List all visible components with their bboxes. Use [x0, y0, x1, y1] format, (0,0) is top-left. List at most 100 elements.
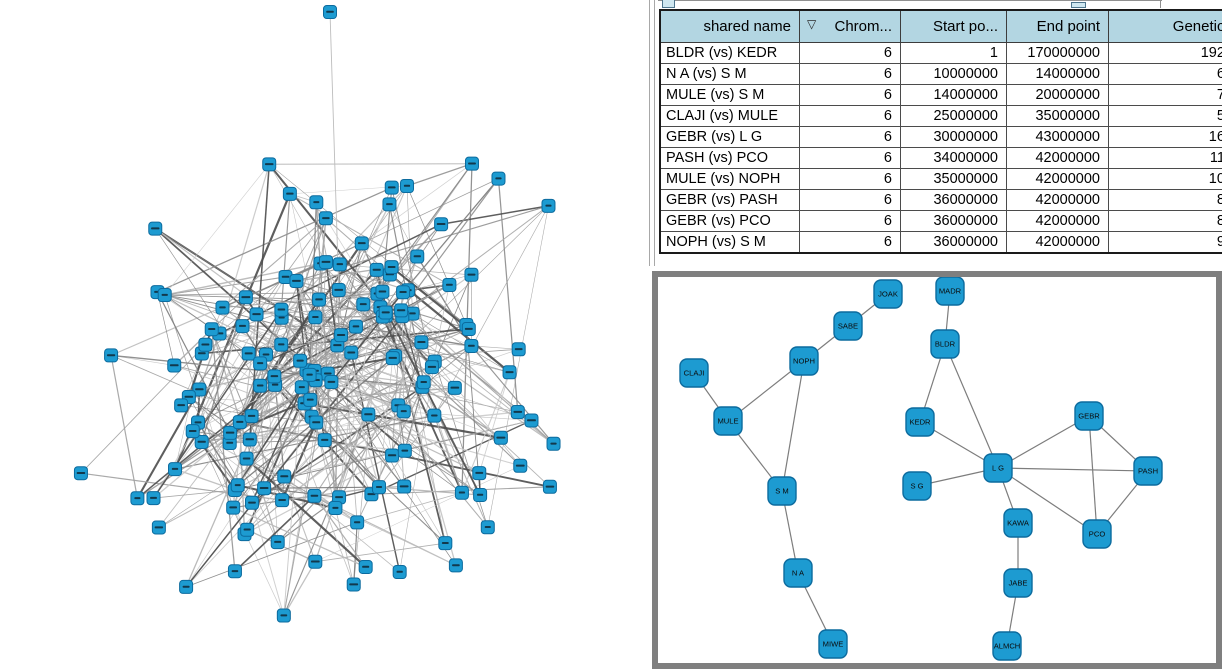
network-node[interactable]	[542, 479, 557, 494]
network-node[interactable]	[461, 322, 476, 337]
table-cell[interactable]: 6	[799, 147, 901, 169]
table-cell[interactable]: 192.0	[1108, 42, 1222, 64]
network-node[interactable]	[546, 436, 561, 451]
network-node[interactable]	[328, 501, 343, 516]
network-node[interactable]	[235, 319, 250, 334]
network-node[interactable]	[270, 535, 285, 550]
network-node[interactable]	[239, 451, 254, 466]
main-network-view[interactable]	[0, 0, 648, 669]
subnetwork-node[interactable]: JOAK	[873, 279, 903, 309]
table-cell[interactable]: 36000000	[900, 189, 1007, 211]
network-node[interactable]	[332, 257, 347, 272]
network-node[interactable]	[289, 274, 304, 289]
table-cell[interactable]: BLDR (vs) KEDR	[659, 42, 800, 64]
network-node[interactable]	[204, 322, 219, 337]
network-node[interactable]	[464, 338, 479, 353]
node-shape[interactable]	[992, 631, 1022, 661]
node-shape[interactable]	[789, 346, 819, 376]
table-cell[interactable]: CLAJI (vs) MULE	[659, 105, 800, 127]
subnetwork-node[interactable]: GEBR	[1074, 401, 1104, 431]
network-node[interactable]	[375, 284, 390, 299]
network-node[interactable]	[318, 211, 333, 226]
table-cell[interactable]: 10000000	[900, 63, 1007, 85]
network-node[interactable]	[400, 178, 415, 193]
subnetwork-node[interactable]: PCO	[1082, 519, 1112, 549]
table-row[interactable]: BLDR (vs) KEDR61170000000192.0	[659, 42, 1222, 64]
table-row[interactable]: MULE (vs) S M614000000200000007.5	[659, 84, 1222, 106]
table-row[interactable]: N A (vs) S M610000000140000006.6	[659, 63, 1222, 85]
network-node[interactable]	[226, 500, 241, 515]
network-node[interactable]	[294, 380, 309, 395]
table-cell[interactable]: 36000000	[900, 210, 1007, 232]
node-shape[interactable]	[873, 279, 903, 309]
table-cell[interactable]: 9.9	[1108, 231, 1222, 254]
network-node[interactable]	[434, 217, 449, 232]
node-shape[interactable]	[767, 476, 797, 506]
network-node[interactable]	[447, 380, 462, 395]
network-node[interactable]	[317, 433, 332, 448]
network-node[interactable]	[241, 346, 256, 361]
node-shape[interactable]	[983, 453, 1013, 483]
panel-splitter[interactable]	[649, 0, 655, 266]
network-node[interactable]	[480, 520, 495, 535]
network-node[interactable]	[309, 195, 324, 210]
network-node[interactable]	[424, 360, 439, 375]
network-node[interactable]	[276, 608, 291, 623]
network-node[interactable]	[396, 285, 411, 300]
table-cell[interactable]: 8.9	[1108, 189, 1222, 211]
network-node[interactable]	[491, 171, 506, 186]
network-node[interactable]	[448, 558, 463, 573]
network-node[interactable]	[396, 404, 411, 419]
network-node[interactable]	[157, 288, 172, 303]
network-node[interactable]	[253, 356, 268, 371]
network-node[interactable]	[223, 425, 238, 440]
table-cell[interactable]: MULE (vs) NOPH	[659, 168, 800, 190]
table-cell[interactable]: 25000000	[900, 105, 1007, 127]
table-cell[interactable]: 6	[799, 42, 901, 64]
network-node[interactable]	[167, 358, 182, 373]
column-header-start-point[interactable]: Start po...	[900, 9, 1007, 43]
table-cell[interactable]: 6	[799, 231, 901, 254]
network-node[interactable]	[324, 375, 339, 390]
table-cell[interactable]: 30000000	[900, 126, 1007, 148]
network-node[interactable]	[442, 277, 457, 292]
network-node[interactable]	[148, 221, 163, 236]
network-node[interactable]	[348, 319, 363, 334]
subnetwork-node[interactable]: KEDR	[905, 407, 935, 437]
network-node[interactable]	[394, 303, 409, 318]
network-node[interactable]	[151, 520, 166, 535]
network-node[interactable]	[382, 197, 397, 212]
subnetwork-node[interactable]: L G	[983, 453, 1013, 483]
network-node[interactable]	[427, 408, 442, 423]
node-shape[interactable]	[1133, 456, 1163, 486]
table-cell[interactable]: 8.4	[1108, 210, 1222, 232]
network-node[interactable]	[232, 415, 247, 430]
network-node[interactable]	[410, 249, 425, 264]
table-row[interactable]: CLAJI (vs) MULE625000000350000005.9	[659, 105, 1222, 127]
subnetwork-node[interactable]: BLDR	[930, 329, 960, 359]
network-node[interactable]	[472, 466, 487, 481]
node-shape[interactable]	[1074, 401, 1104, 431]
network-node[interactable]	[244, 495, 259, 510]
network-node[interactable]	[372, 480, 387, 495]
table-cell[interactable]: N A (vs) S M	[659, 63, 800, 85]
network-node[interactable]	[510, 405, 525, 420]
node-shape[interactable]	[679, 358, 709, 388]
network-node[interactable]	[356, 297, 371, 312]
network-node[interactable]	[513, 458, 528, 473]
network-node[interactable]	[354, 236, 369, 251]
network-node[interactable]	[473, 487, 488, 502]
table-cell[interactable]: 5.9	[1108, 105, 1222, 127]
network-node[interactable]	[249, 307, 264, 322]
network-node[interactable]	[309, 415, 324, 430]
network-node[interactable]	[230, 478, 245, 493]
network-node[interactable]	[174, 398, 189, 413]
network-node[interactable]	[240, 522, 255, 537]
table-row[interactable]: NOPH (vs) S M636000000420000009.9	[659, 231, 1222, 254]
table-cell[interactable]: 42000000	[1006, 147, 1109, 169]
network-node[interactable]	[397, 479, 412, 494]
network-node[interactable]	[307, 488, 322, 503]
network-node[interactable]	[192, 382, 207, 397]
table-cell[interactable]: 36000000	[900, 231, 1007, 254]
table-cell[interactable]: 7.5	[1108, 84, 1222, 106]
